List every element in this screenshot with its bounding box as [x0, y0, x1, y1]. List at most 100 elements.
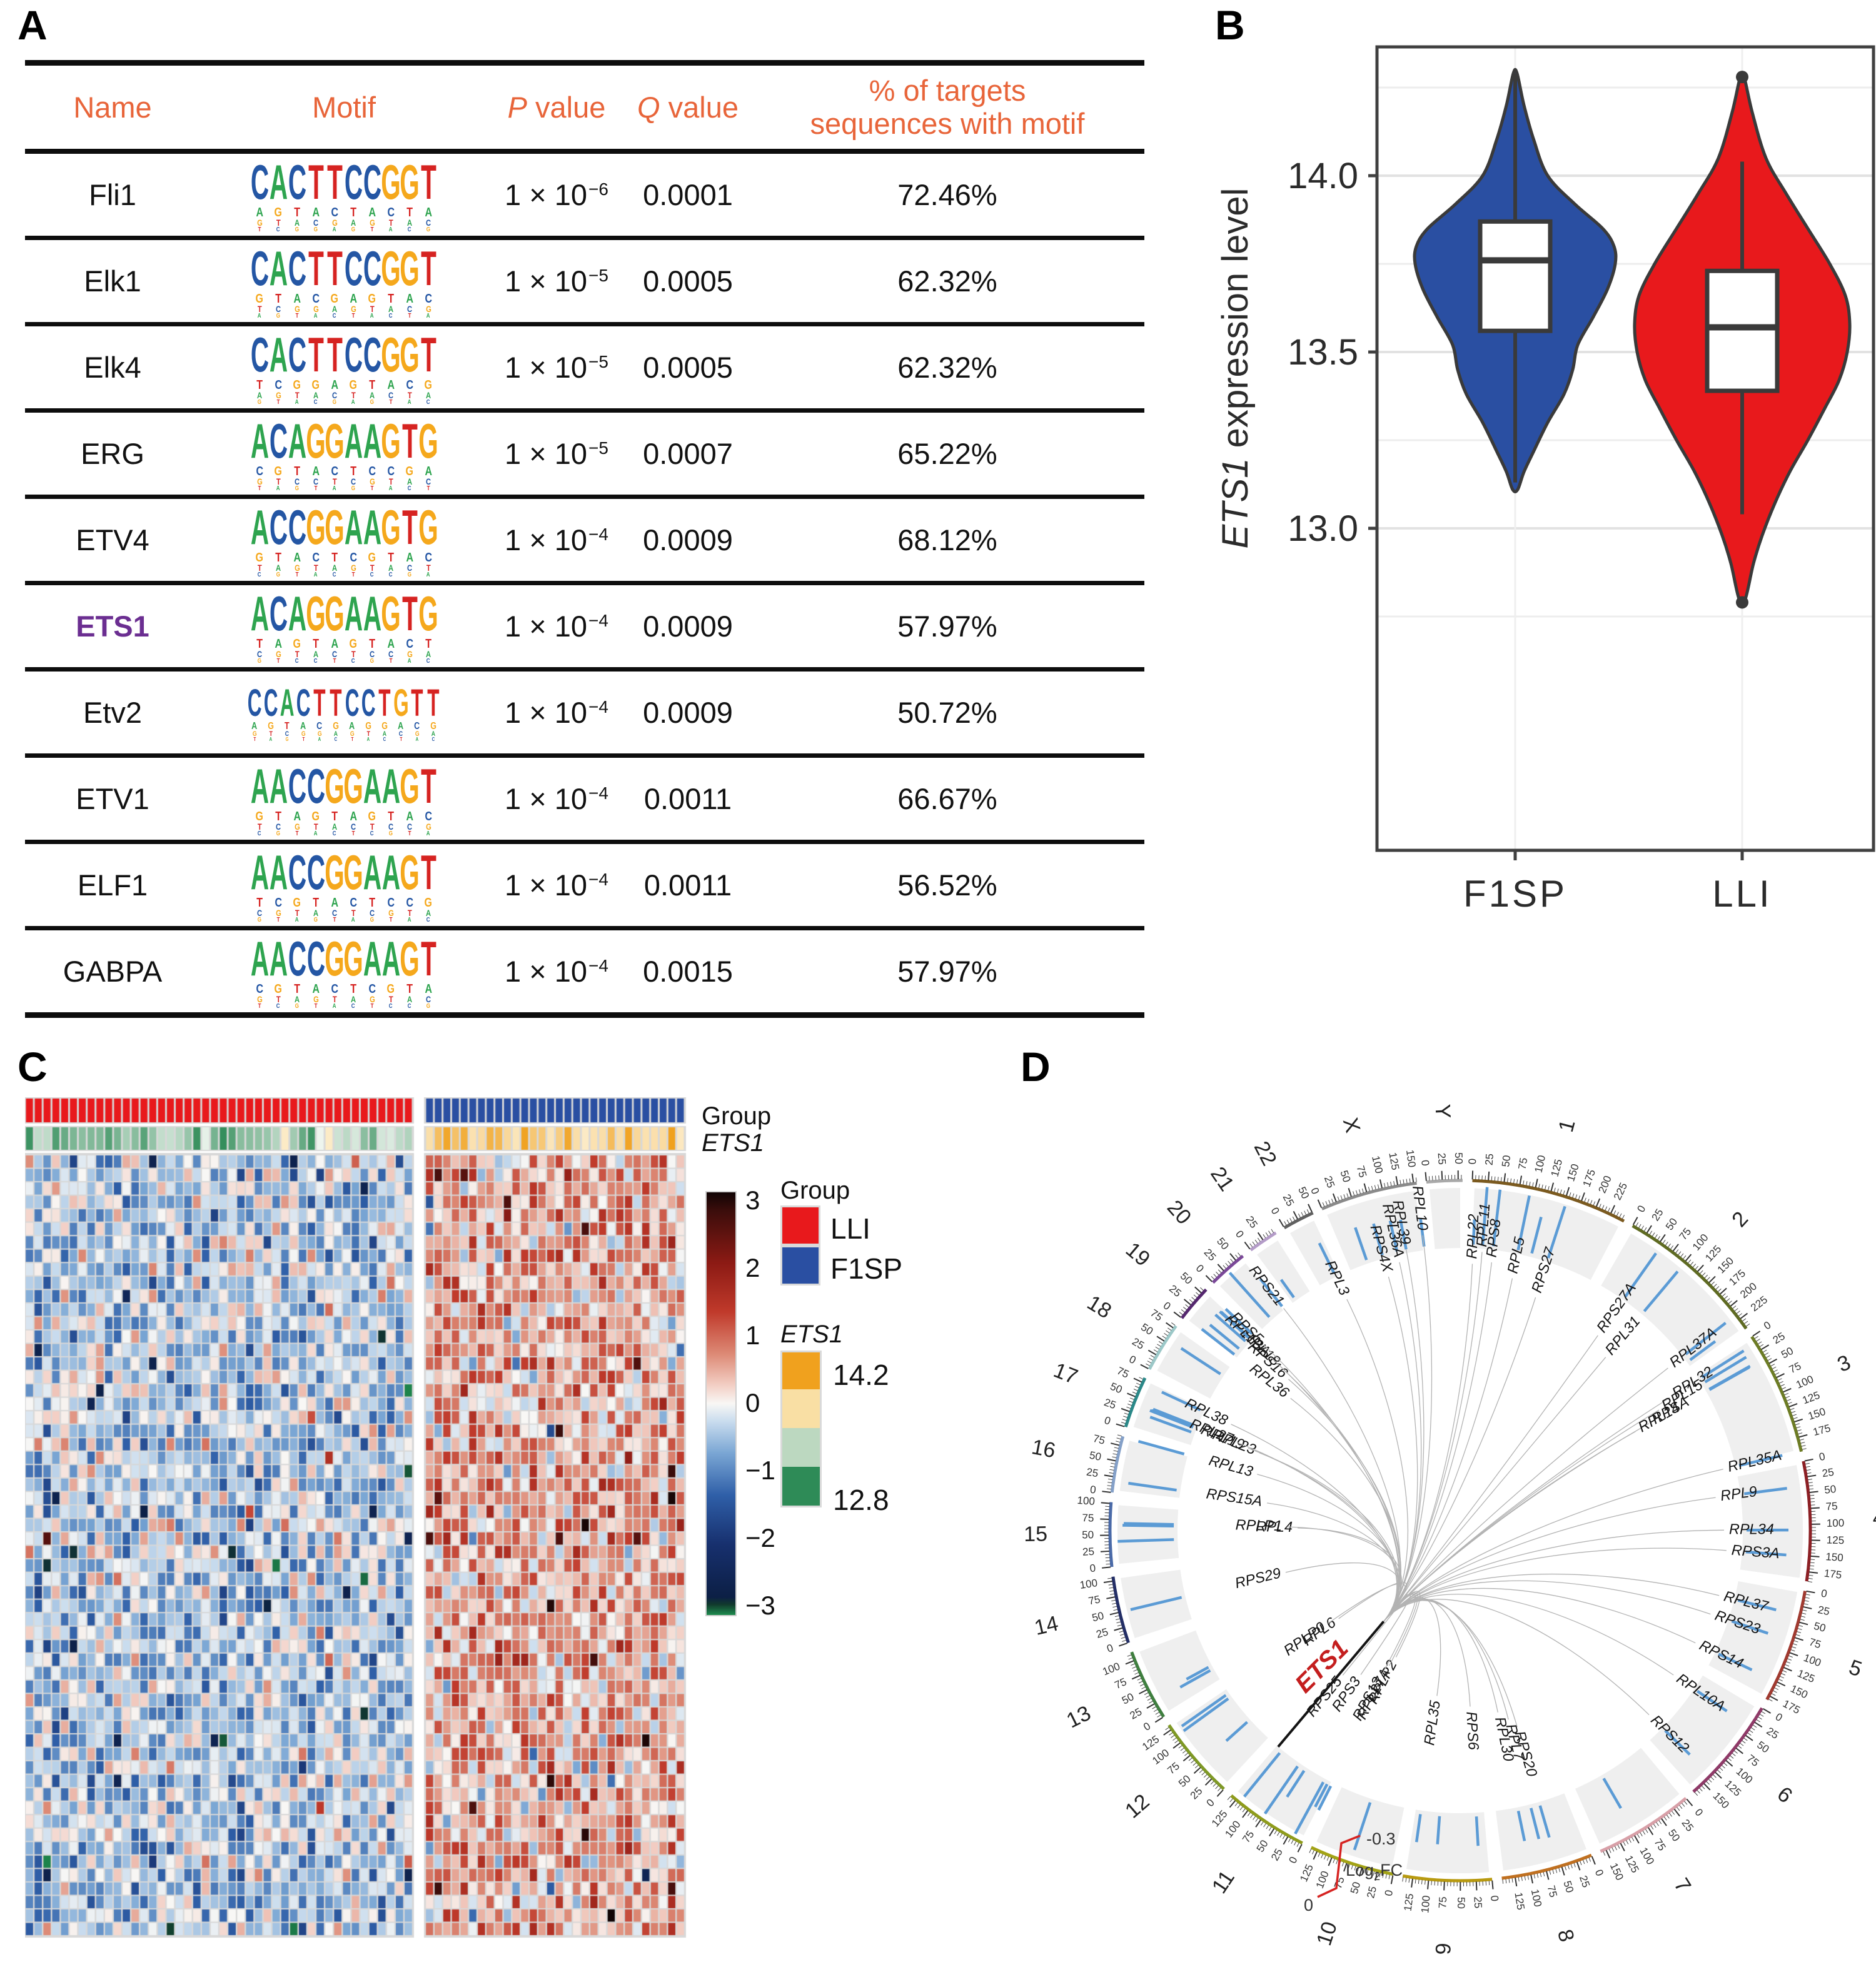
panel-d-label: D	[1021, 1044, 1051, 1090]
circos-tick-label: 50	[1455, 1897, 1467, 1909]
panel-b-label: B	[1215, 2, 1245, 48]
circos-chromosome-label: 15	[1026, 1522, 1047, 1546]
motif-q-value: 0.0011	[643, 782, 732, 815]
colorbar-tick-label: −1	[745, 1456, 775, 1485]
header-motif: Motif	[312, 91, 376, 124]
circos-tick-label: 125	[1827, 1534, 1845, 1546]
motif-table-row: ETV4 A G T C C T A G C A G T G C T A G T A C A C G T A G T C G T A C T A C G…	[25, 499, 1144, 585]
expression-heatmap	[25, 1097, 688, 1938]
circos-tick-label: 0	[1106, 1642, 1115, 1655]
circos-chromosome-label: 16	[1030, 1435, 1057, 1462]
circos-gene-label: RPS29	[1233, 1564, 1282, 1591]
circos-gene-label: RPL4	[1256, 1518, 1293, 1535]
circos-tick-label: 0	[1820, 1587, 1828, 1600]
motif-name: ETV1	[76, 782, 149, 815]
ets1-legend-step	[780, 1428, 822, 1467]
circos-tick-label: 25	[1128, 1706, 1144, 1722]
circos-tick-label: 75	[1787, 1360, 1803, 1376]
circos-tick-label: 50	[1823, 1483, 1837, 1496]
circos-tick-label: 225	[1611, 1181, 1630, 1202]
motif-q-value: 0.0005	[643, 264, 733, 298]
log2fc-legend-max: -0.3	[1366, 1829, 1396, 1848]
circos-tick-label: 100	[1101, 1660, 1121, 1678]
circos-tick-label: 150	[1807, 1406, 1827, 1422]
circos-tick-label: 0	[1141, 1720, 1152, 1733]
circos-tick-label: 100	[1079, 1577, 1099, 1591]
circos-chromosome-label: 5	[1846, 1655, 1865, 1681]
circos-chromosome-label: 9	[1431, 1943, 1456, 1955]
motif-table-row: GABPA A C G T A G T C C T A G C A G T G C T A G T A C A C G T A G T C G T A…	[25, 930, 1144, 1012]
circos-tick-label: 0	[1488, 1895, 1501, 1902]
circos-tick-label: 100	[1150, 1747, 1171, 1767]
circos-tick-label: 25	[1483, 1153, 1496, 1165]
circos-tick-label: 25	[1771, 1330, 1787, 1346]
motif-pct-targets: 62.32%	[897, 351, 997, 384]
heatmap-colorbar	[705, 1191, 737, 1616]
circos-tick-label: 50	[1755, 1739, 1771, 1755]
circos-tick-label: 125	[1549, 1158, 1565, 1178]
circos-tick-label: 75	[1516, 1157, 1530, 1170]
circos-gene-label: RPL30	[1492, 1716, 1517, 1763]
circos-tick-label: 25	[1364, 1885, 1379, 1899]
circos-tick-label: 25	[1281, 1192, 1297, 1209]
circos-tick-label: 150	[1788, 1683, 1810, 1701]
circos-tick-label: 0	[1161, 1299, 1173, 1312]
svg-text:13.5: 13.5	[1288, 332, 1358, 373]
circos-tick-label: 50	[1139, 1321, 1155, 1337]
circos-tick-label: 50	[1088, 1449, 1102, 1463]
circos-tick-label: 0	[1194, 1262, 1206, 1275]
circos-tick-label: 25	[1130, 1336, 1146, 1352]
circos-chromosome-label: 14	[1032, 1611, 1061, 1640]
header-q-value: Q value	[637, 91, 739, 124]
circos-gene-label: RPS15A	[1205, 1485, 1263, 1509]
circos-tick-label: 0	[1762, 1319, 1773, 1332]
motif-name: ELF1	[77, 868, 148, 902]
circos-tick-label: 50	[1666, 1827, 1682, 1843]
circos-chromosome-label: 20	[1162, 1195, 1196, 1229]
circos-gene-label: RPL22	[1463, 1214, 1481, 1259]
circos-tick-label: 75	[1677, 1225, 1694, 1242]
circos-tick-label: 50	[1296, 1185, 1311, 1200]
circos-tick-label: 125	[1703, 1243, 1723, 1264]
circos-chromosome-label: 22	[1249, 1137, 1281, 1169]
circos-tick-label: 100	[1419, 1895, 1432, 1914]
circos-tick-label: 50	[1178, 1270, 1195, 1287]
circos-tick-label: 125	[1140, 1733, 1161, 1753]
header-pct-targets: % of targets sequences with motif	[810, 73, 1085, 140]
legend-label-lli: LLI	[830, 1212, 870, 1245]
motif-pct-targets: 68.12%	[897, 523, 997, 556]
svg-text:LLI: LLI	[1712, 873, 1772, 915]
circos-tick-label: 175	[1812, 1422, 1832, 1438]
circos-tick-label: 50	[1561, 1879, 1576, 1894]
circos-chromosome-label: 19	[1121, 1237, 1154, 1270]
circos-tick-label: 25	[1102, 1396, 1117, 1411]
circos-gene-label: RPLP1	[1235, 1517, 1282, 1534]
circos-tick-label: 0	[1818, 1451, 1826, 1463]
motif-name: ETS1	[76, 610, 149, 643]
circos-chromosome-label: 13	[1063, 1701, 1095, 1733]
ets1-violin-plot: 13.0 13.5 14.0 F1SP LLI ETS1 expression level	[1188, 0, 1876, 982]
motif-name: ETV4	[76, 523, 149, 556]
circos-tick-label: 100	[1690, 1232, 1711, 1253]
circos-chromosome-label: 17	[1051, 1358, 1081, 1389]
circos-tick-label: 150	[1404, 1149, 1418, 1169]
legend-swatch-lli	[780, 1205, 820, 1245]
ets1-legend-title: ETS1	[780, 1321, 844, 1348]
circos-tick-label: 150	[1565, 1162, 1581, 1183]
circos-tick-label: 100	[1637, 1845, 1657, 1866]
circos-tick-label: 175	[1727, 1267, 1748, 1288]
ets1-legend-min: 12.8	[833, 1484, 889, 1516]
motif-q-value: 0.0009	[643, 696, 733, 729]
circos-tick-label: 125	[1209, 1808, 1230, 1829]
colorbar-tick-label: −3	[745, 1591, 775, 1620]
motif-table-row: Elk4 C T A G A C G T C G T A T G A C T A C G C G T A C T A G G A C T G C T A…	[25, 326, 1144, 413]
circos-tick-label: 100	[1369, 1155, 1385, 1175]
ets1-legend-step	[780, 1351, 822, 1391]
circos-chromosome-label: 11	[1208, 1866, 1239, 1898]
motif-table-row: Elk1 C G T A A T C G C A G T T C G A T G A C C A G T C G T A G T A C G A C T…	[25, 240, 1144, 326]
motif-q-value: 0.0005	[643, 351, 733, 384]
circos-tick-label: 50	[1453, 1152, 1465, 1164]
circos-tick-label: 50	[1500, 1155, 1513, 1168]
